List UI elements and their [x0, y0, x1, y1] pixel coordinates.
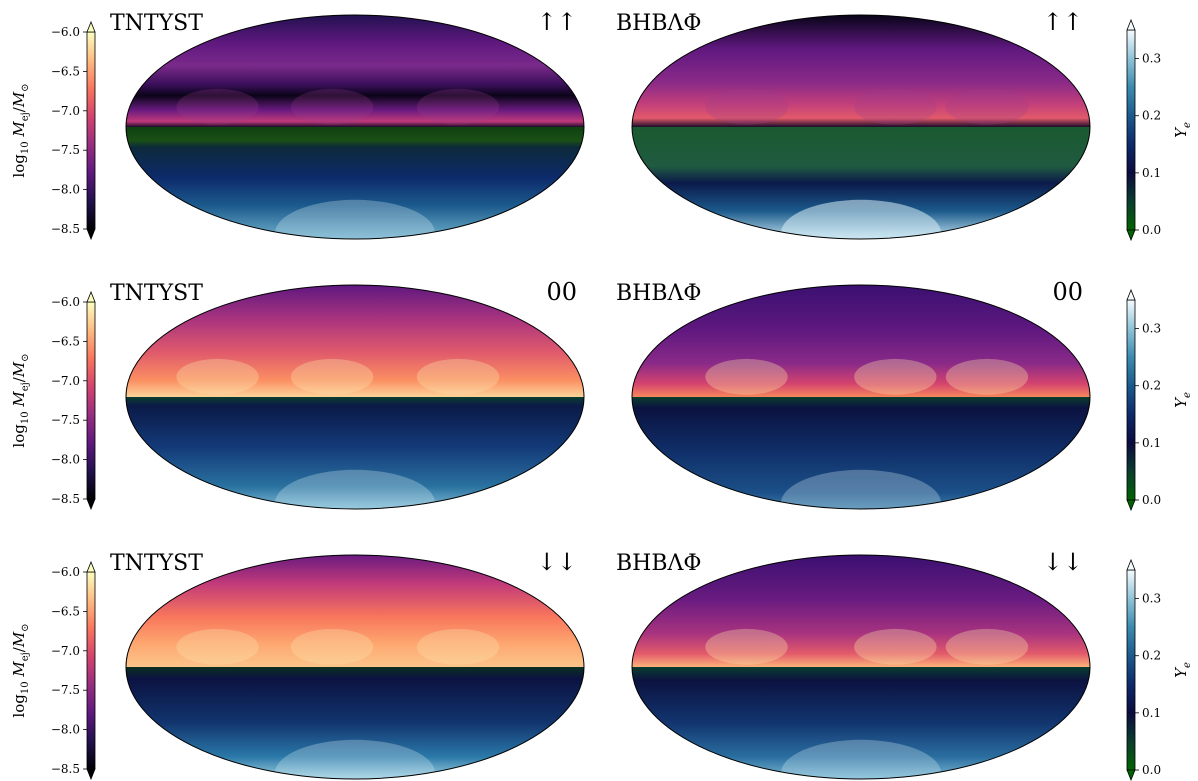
- spin-label: ↓↓: [1043, 548, 1083, 576]
- extend-min: [86, 498, 96, 511]
- ye-texture: [780, 469, 942, 509]
- panel-tntyst-1: TNTYST 00: [110, 278, 585, 510]
- tick-label: −8.5: [51, 222, 80, 236]
- tick-label: −7.5: [51, 143, 80, 157]
- mass-colorbar-label: log10 Mej/M⊙: [10, 83, 31, 177]
- panel-bhb-2: BHBΛΦ ↓↓: [616, 548, 1091, 780]
- tick-label: 0.0: [1142, 493, 1161, 507]
- ye-colorbar-2: 0.3 0.2 0.1 0.0 Ye: [1126, 558, 1193, 781]
- eos-label: TNTYST: [110, 551, 203, 576]
- spin-label: 00: [1052, 278, 1083, 306]
- mollweide-outline: [631, 14, 1091, 240]
- mass-colorbar-1: −6.0 −6.5 −7.0 −7.5 −8.0 −8.5 log10 Mej/M⊙: [10, 290, 96, 511]
- tick-label: 0.1: [1142, 166, 1161, 180]
- eos-label: BHBΛΦ: [616, 281, 701, 306]
- mollweide-outline: [125, 284, 585, 510]
- extend-max: [1126, 558, 1136, 571]
- mass-colorbar-2: −6.0 −6.5 −7.0 −7.5 −8.0 −8.5 log10 Mej/M⊙: [10, 560, 96, 781]
- mass-texture: [176, 88, 500, 125]
- extend-min: [86, 228, 96, 241]
- mass-colorbar-label: log10 Mej/M⊙: [10, 623, 31, 717]
- mollweide-outline: [125, 554, 585, 780]
- ye-texture: [274, 469, 436, 509]
- tick-label: −6.0: [51, 565, 80, 579]
- tick-label: −6.5: [51, 64, 80, 78]
- ye-texture: [274, 739, 436, 779]
- tick-label: −7.0: [51, 644, 80, 658]
- tick-label: 0.0: [1142, 763, 1161, 777]
- tick-label: 0.3: [1142, 52, 1161, 66]
- tick-label: −7.0: [51, 374, 80, 388]
- mass-texture: [176, 358, 500, 395]
- extend-min: [1126, 499, 1136, 512]
- mollweide-outline: [631, 554, 1091, 780]
- ye-colorbar-label: Ye: [1172, 122, 1193, 138]
- panel-bhb-0: BHBΛΦ ↑↑: [616, 8, 1091, 240]
- tick-label: 0.2: [1142, 649, 1161, 663]
- tick-label: −8.0: [51, 723, 80, 737]
- extend-max: [86, 290, 96, 303]
- panel-tntyst-0: TNTYST ↑↑: [110, 8, 585, 240]
- eos-label: TNTYST: [110, 281, 203, 306]
- mass-texture: [705, 358, 1029, 395]
- eos-label: TNTYST: [110, 11, 203, 36]
- mass-colorbar-0: −6.0 −6.5 −7.0 −7.5 −8.0 −8.5 log10 Mej/M⊙: [10, 20, 96, 241]
- tick-label: −8.0: [51, 183, 80, 197]
- ye-colorbar-0: 0.3 0.2 0.1 0.0 Ye: [1126, 18, 1193, 242]
- tick-label: 0.2: [1142, 109, 1161, 123]
- tick-label: −8.5: [51, 762, 80, 776]
- eos-label: BHBΛΦ: [616, 551, 701, 576]
- tick-label: −7.5: [51, 683, 80, 697]
- tick-label: 0.0: [1142, 223, 1161, 237]
- ye-colorbar-label: Ye: [1172, 662, 1193, 678]
- extend-max: [1126, 288, 1136, 301]
- tick-label: −6.0: [51, 295, 80, 309]
- tick-label: −6.5: [51, 604, 80, 618]
- ye-colorbar-1: 0.3 0.2 0.1 0.0 Ye: [1126, 288, 1193, 512]
- ye-colorbar-label: Ye: [1172, 392, 1193, 408]
- mass-texture: [705, 88, 1029, 125]
- extend-min: [1126, 769, 1136, 781]
- spin-label: 00: [546, 278, 577, 306]
- mollweide-outline: [125, 14, 585, 240]
- tick-label: −6.5: [51, 334, 80, 348]
- mass-texture: [705, 628, 1029, 665]
- mass-texture: [176, 628, 500, 665]
- tick-label: 0.3: [1142, 592, 1161, 606]
- tick-label: −8.5: [51, 492, 80, 506]
- spin-label: ↑↑: [537, 8, 577, 36]
- tick-label: 0.2: [1142, 379, 1161, 393]
- tick-label: −7.5: [51, 413, 80, 427]
- extend-max: [86, 560, 96, 573]
- eos-label: BHBΛΦ: [616, 11, 701, 36]
- extend-max: [86, 20, 96, 33]
- panel-tntyst-2: TNTYST ↓↓: [110, 548, 585, 780]
- ye-texture: [274, 199, 436, 239]
- ye-texture: [780, 199, 942, 239]
- tick-label: 0.1: [1142, 706, 1161, 720]
- mollweide-outline: [631, 284, 1091, 510]
- spin-label: ↓↓: [537, 548, 577, 576]
- tick-label: 0.3: [1142, 322, 1161, 336]
- panel-bhb-1: BHBΛΦ 00: [616, 278, 1091, 510]
- tick-label: −8.0: [51, 453, 80, 467]
- tick-label: −7.0: [51, 104, 80, 118]
- spin-label: ↑↑: [1043, 8, 1083, 36]
- ye-texture: [780, 739, 942, 779]
- tick-label: −6.0: [51, 25, 80, 39]
- extend-max: [1126, 18, 1136, 31]
- extend-min: [1126, 229, 1136, 242]
- tick-label: 0.1: [1142, 436, 1161, 450]
- mass-colorbar-label: log10 Mej/M⊙: [10, 353, 31, 447]
- extend-min: [86, 768, 96, 781]
